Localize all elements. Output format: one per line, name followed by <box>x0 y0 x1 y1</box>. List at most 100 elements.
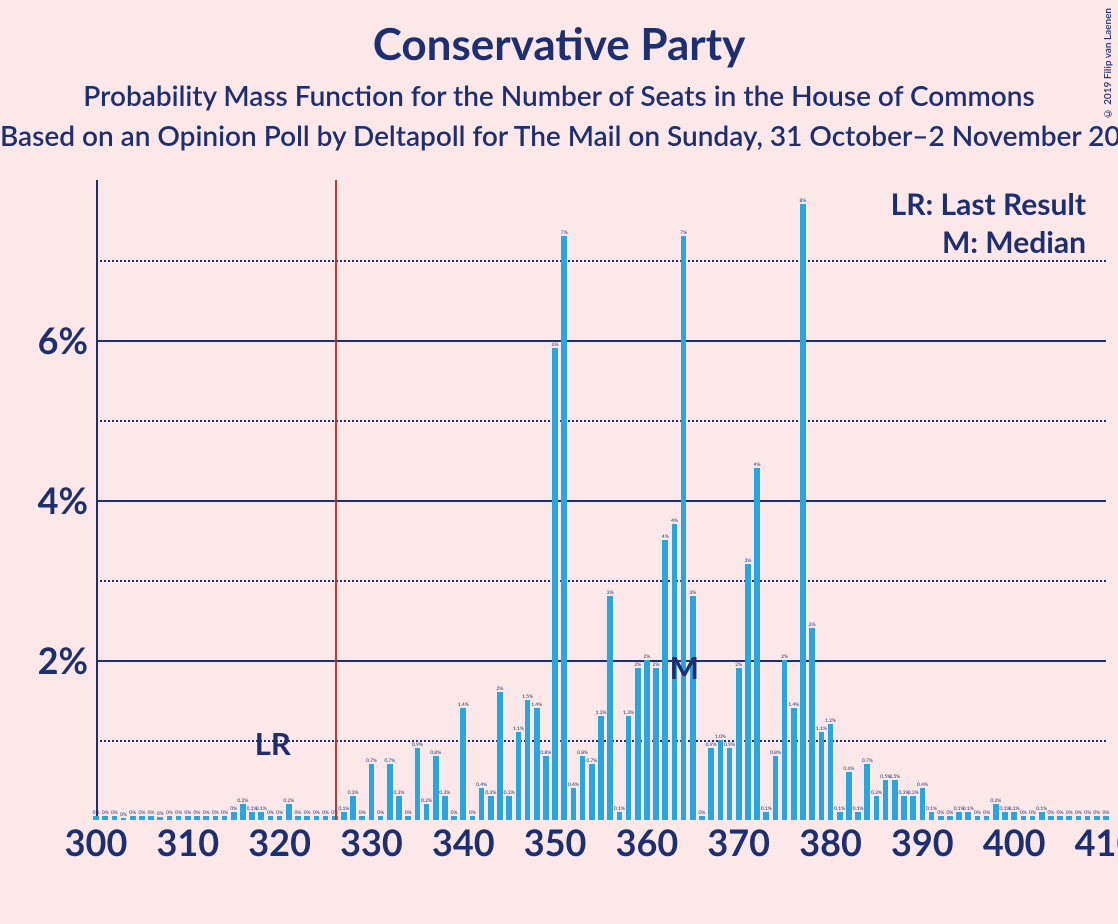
bar-value-label: 2% <box>634 662 641 668</box>
chart-bar: 0% <box>1094 816 1100 820</box>
bar-value-label: 0% <box>129 810 136 816</box>
chart-bar: 0.1% <box>837 812 843 820</box>
chart-bar: 0% <box>102 816 108 820</box>
bar-value-label: 0.9% <box>706 742 717 748</box>
bar-value-label: 0.5% <box>889 774 900 780</box>
chart-bar: 0% <box>112 816 118 820</box>
chart-bar: 0.6% <box>846 772 852 820</box>
chart-bar: 1.4% <box>534 708 540 820</box>
chart-bar: 0% <box>1103 816 1109 820</box>
bar-value-label: 0% <box>1075 810 1082 816</box>
chart-bar: 2% <box>644 660 650 820</box>
chart-bar: 0.1% <box>956 812 962 820</box>
bar-value-label: 0.2% <box>283 798 294 804</box>
gridline-minor <box>96 580 1106 582</box>
bar-value-label: 0.3% <box>393 790 404 796</box>
chart-bar: 0.7% <box>369 764 375 820</box>
bar-value-label: 0.3% <box>908 790 919 796</box>
chart-bar: 1.1% <box>516 732 522 820</box>
bar-value-label: 0% <box>974 810 981 816</box>
chart-bar: 0.1% <box>965 812 971 820</box>
bar-value-label: 4% <box>662 534 669 540</box>
bar-value-label: 0% <box>1093 810 1100 816</box>
bar-value-label: 0.4% <box>568 782 579 788</box>
bar-value-label: 2% <box>653 662 660 668</box>
chart-bar: 0% <box>194 816 200 820</box>
bar-value-label: 0% <box>1066 810 1073 816</box>
bar-value-label: 0.3% <box>348 790 359 796</box>
bar-value-label: 3% <box>607 590 614 596</box>
chart-bar: 0% <box>947 816 953 820</box>
chart-bar: 7% <box>681 236 687 820</box>
bar-value-label: 0.2% <box>237 798 248 804</box>
x-axis-label: 300 <box>65 820 128 864</box>
bar-value-label: 0.2% <box>990 798 1001 804</box>
chart-bar: 2% <box>782 660 788 820</box>
bar-value-label: 0% <box>1029 810 1036 816</box>
bar-value-label: 0.8% <box>430 750 441 756</box>
bar-value-label: 0% <box>1084 810 1091 816</box>
chart-bar: 0.2% <box>240 804 246 820</box>
x-axis-label: 320 <box>248 820 311 864</box>
chart-bar: 0.3% <box>901 796 907 820</box>
chart-bar: 0% <box>1048 816 1054 820</box>
chart-bar: 0.1% <box>617 812 623 820</box>
chart-bar: 0% <box>975 816 981 820</box>
chart-bar: 0% <box>405 816 411 820</box>
chart-bar: 1.1% <box>819 732 825 820</box>
bar-value-label: 0% <box>93 810 100 816</box>
chart-title: Conservative Party <box>0 0 1118 70</box>
chart-bar: 0.3% <box>396 796 402 820</box>
chart-bar: 1.2% <box>828 724 834 820</box>
bar-value-label: 0.7% <box>384 758 395 764</box>
chart-bar: 0% <box>1085 816 1091 820</box>
bar-value-label: 0.1% <box>256 806 267 812</box>
y-axis-label: 4% <box>38 478 88 522</box>
bar-value-label: 0% <box>405 810 412 816</box>
chart-bar: 0% <box>314 816 320 820</box>
chart-bar: 0.3% <box>874 796 880 820</box>
chart-bar: 0% <box>176 816 182 820</box>
bar-value-label: 0.8% <box>540 750 551 756</box>
bar-value-label: 0.1% <box>761 806 772 812</box>
y-axis-label: 2% <box>38 638 88 682</box>
x-axis-label: 380 <box>799 820 862 864</box>
chart-subtitle-1: Probability Mass Function for the Number… <box>0 78 1118 112</box>
legend-m-text: M: Median <box>942 224 1086 260</box>
chart-bar: 0% <box>984 816 990 820</box>
chart-bar: 0% <box>1076 816 1082 820</box>
chart-bar: 0% <box>1021 816 1027 820</box>
chart-bar: 0% <box>139 816 145 820</box>
bar-value-label: 0% <box>469 810 476 816</box>
bar-value-label: 0.4% <box>476 782 487 788</box>
bar-value-label: 0% <box>295 810 302 816</box>
bar-value-label: 0% <box>120 812 127 818</box>
chart-bar: 0% <box>203 816 209 820</box>
chart-bar: 0.9% <box>708 748 714 820</box>
bar-value-label: 0.1% <box>338 806 349 812</box>
chart-bar: 0.2% <box>424 804 430 820</box>
chart-bar: 0% <box>378 816 384 820</box>
chart-bar: 0.1% <box>1002 812 1008 820</box>
bar-value-label: 0.7% <box>862 758 873 764</box>
bar-value-label: 0.3% <box>485 790 496 796</box>
bar-value-label: 0% <box>304 810 311 816</box>
x-axis-label: 350 <box>524 820 587 864</box>
bar-value-label: 0% <box>937 810 944 816</box>
chart-subtitle-2: Based on an Opinion Poll by Deltapoll fo… <box>0 118 1118 152</box>
x-axis-label: 370 <box>707 820 770 864</box>
gridline-major <box>96 340 1106 342</box>
chart-bar: 0% <box>470 816 476 820</box>
chart-bar: 0% <box>121 818 127 820</box>
chart-bar: 4% <box>754 468 760 820</box>
bar-value-label: 7% <box>561 230 568 236</box>
x-axis-label: 330 <box>340 820 403 864</box>
chart-bar: 0% <box>167 816 173 820</box>
chart-bar: 8% <box>800 204 806 820</box>
gridline-minor <box>96 420 1106 422</box>
bar-value-label: 2% <box>497 686 504 692</box>
bar-value-label: 0% <box>111 810 118 816</box>
bar-value-label: 0.9% <box>412 742 423 748</box>
chart-bar: 3% <box>607 596 613 820</box>
chart-bar: 0.3% <box>506 796 512 820</box>
